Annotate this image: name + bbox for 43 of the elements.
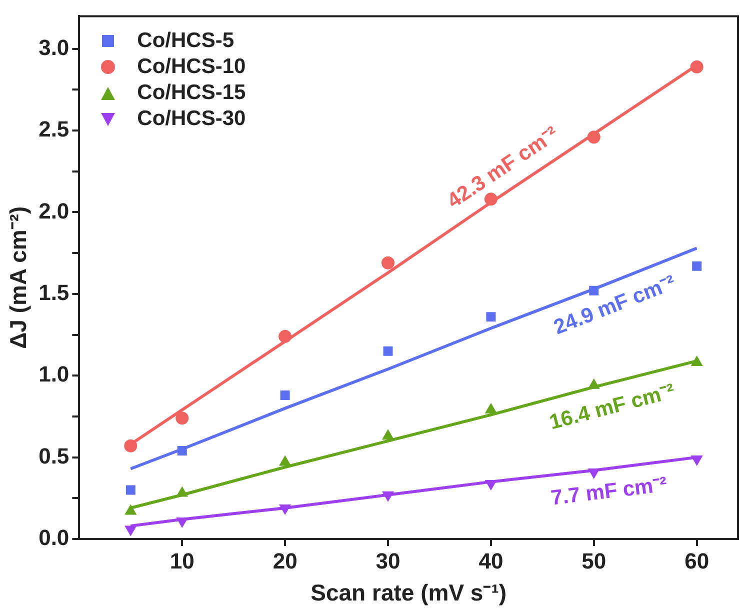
- x-tick-label: 60: [684, 548, 710, 574]
- x-axis-title: Scan rate (mV s⁻¹): [310, 580, 507, 606]
- point: [691, 455, 703, 466]
- y-tick-label: 2.5: [38, 116, 70, 142]
- point: [588, 468, 600, 479]
- point: [587, 130, 600, 144]
- point: [279, 504, 291, 514]
- point: [485, 480, 497, 490]
- annotation: 42.3 mF cm⁻²: [443, 122, 563, 213]
- y-tick-label: 3.0: [38, 34, 70, 60]
- y-tick-label: 2.0: [38, 198, 70, 224]
- point: [383, 346, 393, 356]
- x-tick-label: 40: [478, 548, 504, 574]
- point: [176, 412, 189, 425]
- legend-label: Co/HCS-5: [137, 29, 234, 54]
- point: [280, 390, 290, 400]
- point: [126, 485, 136, 495]
- point: [382, 256, 395, 270]
- legend-label: Co/HCS-30: [137, 107, 246, 132]
- legend-label: Co/HCS-15: [137, 81, 246, 106]
- point: [278, 330, 292, 343]
- legend-label: Co/HCS-10: [137, 55, 246, 80]
- x-tick-label: 20: [272, 548, 298, 574]
- annotation: 7.7 mF cm⁻²: [550, 472, 668, 510]
- x-tick-label: 50: [582, 548, 606, 574]
- x-tick-label: 30: [376, 548, 400, 574]
- y-tick-label: 0.5: [38, 443, 70, 468]
- point: [589, 286, 599, 296]
- annotation: 16.4 mF cm⁻²: [547, 380, 678, 434]
- x-tick-label: 10: [170, 548, 194, 574]
- point: [124, 526, 136, 536]
- point: [692, 261, 702, 271]
- point: [176, 518, 188, 528]
- point: [690, 60, 704, 74]
- point: [124, 439, 138, 452]
- point: [177, 446, 187, 456]
- point: [486, 312, 496, 322]
- y-tick-label: 0.0: [38, 525, 70, 550]
- point: [382, 491, 394, 502]
- y-tick-label: 1.5: [38, 280, 70, 305]
- y-axis-title: ΔJ (mA cm⁻²): [5, 206, 32, 349]
- annotation: 24.9 mF cm⁻²: [550, 271, 679, 340]
- y-tick-label: 1.0: [38, 362, 70, 387]
